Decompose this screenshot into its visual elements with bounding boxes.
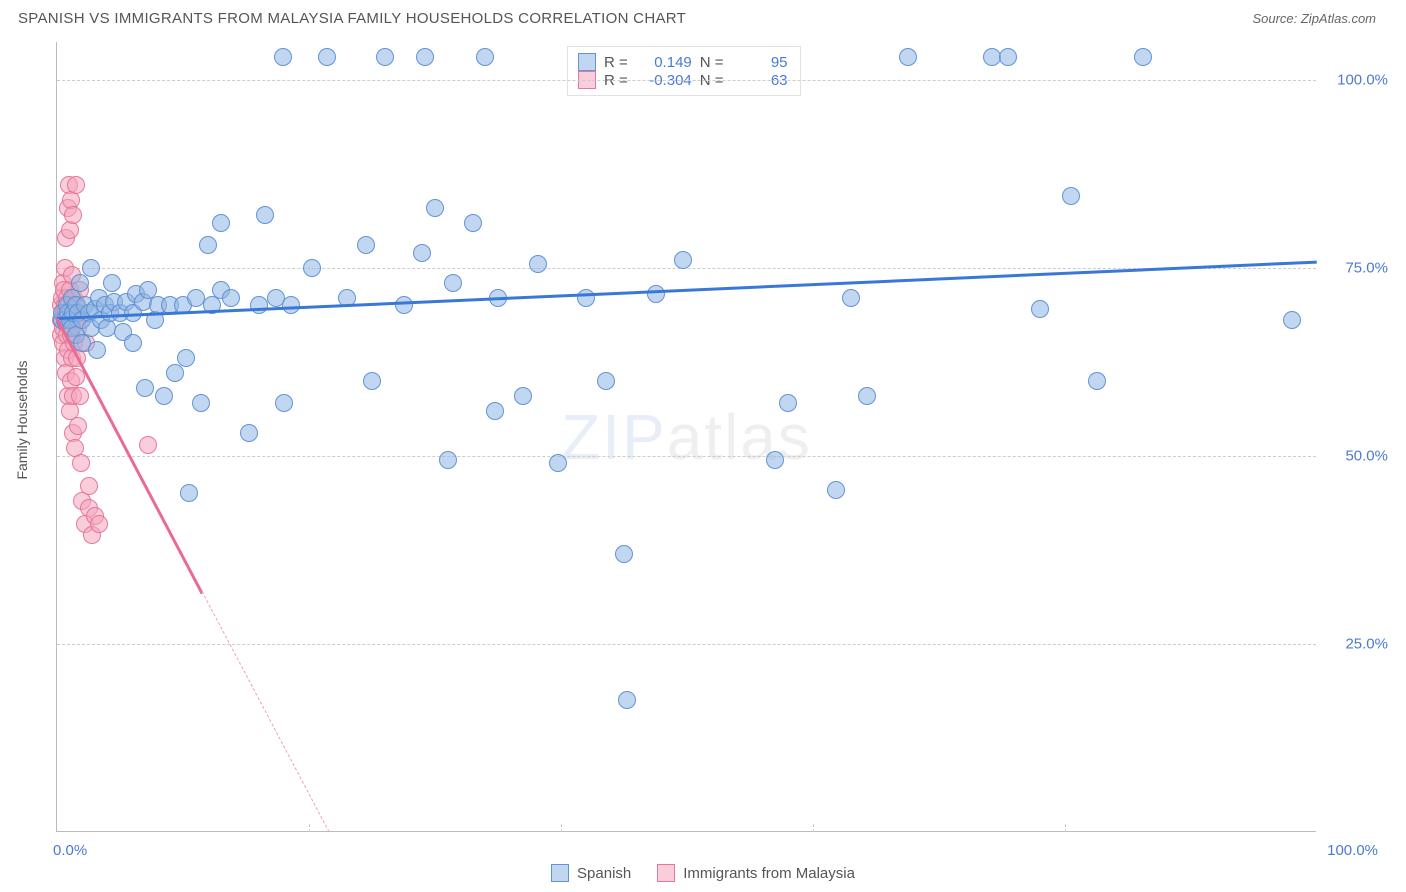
scatter-point — [80, 477, 98, 495]
ytick-label: 75.0% — [1322, 259, 1388, 276]
scatter-point — [124, 334, 142, 352]
scatter-point — [1283, 311, 1301, 329]
stats-legend: R = 0.149 N = 95 R = -0.304 N = 63 — [567, 46, 801, 96]
scatter-point — [318, 48, 336, 66]
scatter-point — [256, 206, 274, 224]
stats-row-blue: R = 0.149 N = 95 — [578, 53, 788, 71]
scatter-point — [779, 394, 797, 412]
gridline-v — [1065, 824, 1066, 832]
xtick-label: 0.0% — [53, 842, 87, 859]
scatter-point — [72, 454, 90, 472]
scatter-point — [674, 251, 692, 269]
scatter-point — [413, 244, 431, 262]
scatter-point — [187, 289, 205, 307]
y-axis-label: Family Households — [14, 360, 30, 479]
scatter-point — [139, 436, 157, 454]
scatter-point — [363, 372, 381, 390]
scatter-point — [842, 289, 860, 307]
scatter-point — [529, 255, 547, 273]
gridline-h — [57, 456, 1316, 457]
ytick-label: 25.0% — [1322, 635, 1388, 652]
swatch-blue-icon — [551, 864, 569, 882]
scatter-point — [999, 48, 1017, 66]
scatter-point — [444, 274, 462, 292]
scatter-point — [1134, 48, 1152, 66]
gridline-v — [309, 824, 310, 832]
scatter-point — [357, 236, 375, 254]
scatter-point — [486, 402, 504, 420]
ytick-label: 50.0% — [1322, 447, 1388, 464]
legend-label-blue: Spanish — [577, 865, 631, 882]
swatch-blue-icon — [578, 53, 596, 71]
scatter-point — [180, 484, 198, 502]
scatter-point — [899, 48, 917, 66]
scatter-point — [597, 372, 615, 390]
scatter-point — [88, 341, 106, 359]
scatter-point — [766, 451, 784, 469]
xtick-label: 100.0% — [1327, 842, 1378, 859]
legend-item-blue: Spanish — [551, 864, 631, 882]
scatter-point — [166, 364, 184, 382]
scatter-point — [274, 48, 292, 66]
scatter-point — [615, 545, 633, 563]
scatter-point — [376, 48, 394, 66]
legend-label-pink: Immigrants from Malaysia — [683, 865, 855, 882]
scatter-point — [1088, 372, 1106, 390]
scatter-point — [416, 48, 434, 66]
scatter-point — [439, 451, 457, 469]
gridline-h — [57, 80, 1316, 81]
scatter-point — [212, 214, 230, 232]
n-label: N = — [700, 54, 724, 71]
chart-header: SPANISH VS IMMIGRANTS FROM MALAYSIA FAMI… — [0, 0, 1406, 33]
scatter-point — [395, 296, 413, 314]
scatter-point — [464, 214, 482, 232]
scatter-point — [647, 285, 665, 303]
scatter-point — [222, 289, 240, 307]
scatter-point — [426, 199, 444, 217]
scatter-point — [199, 236, 217, 254]
scatter-point — [192, 394, 210, 412]
scatter-point — [177, 349, 195, 367]
scatter-point — [250, 296, 268, 314]
scatter-point — [514, 387, 532, 405]
scatter-point — [136, 379, 154, 397]
gridline-v — [561, 824, 562, 832]
scatter-point — [577, 289, 595, 307]
scatter-point — [103, 274, 121, 292]
watermark-bold: ZIP — [561, 401, 667, 473]
plot-area: ZIPatlas R = 0.149 N = 95 R = -0.304 N =… — [56, 42, 1316, 832]
scatter-point — [827, 481, 845, 499]
trendline — [57, 260, 1317, 319]
gridline-v — [813, 824, 814, 832]
r-label: R = — [604, 54, 628, 71]
scatter-point — [90, 515, 108, 533]
scatter-point — [64, 206, 82, 224]
series-legend: Spanish Immigrants from Malaysia — [0, 864, 1406, 882]
scatter-point — [155, 387, 173, 405]
scatter-point — [858, 387, 876, 405]
scatter-point — [618, 691, 636, 709]
source-attribution: Source: ZipAtlas.com — [1252, 11, 1376, 26]
scatter-point — [71, 274, 89, 292]
legend-item-pink: Immigrants from Malaysia — [657, 864, 855, 882]
scatter-point — [549, 454, 567, 472]
scatter-point — [1031, 300, 1049, 318]
scatter-point — [1062, 187, 1080, 205]
r-value-blue: 0.149 — [636, 54, 692, 71]
scatter-point — [275, 394, 293, 412]
scatter-point — [71, 387, 89, 405]
gridline-h — [57, 644, 1316, 645]
chart-title: SPANISH VS IMMIGRANTS FROM MALAYSIA FAMI… — [18, 10, 686, 27]
scatter-point — [67, 176, 85, 194]
scatter-point — [82, 259, 100, 277]
trendline — [201, 592, 329, 833]
n-value-blue: 95 — [732, 54, 788, 71]
scatter-point — [476, 48, 494, 66]
ytick-label: 100.0% — [1322, 71, 1388, 88]
scatter-point — [240, 424, 258, 442]
scatter-point — [983, 48, 1001, 66]
scatter-point — [69, 417, 87, 435]
swatch-pink-icon — [657, 864, 675, 882]
scatter-point — [303, 259, 321, 277]
